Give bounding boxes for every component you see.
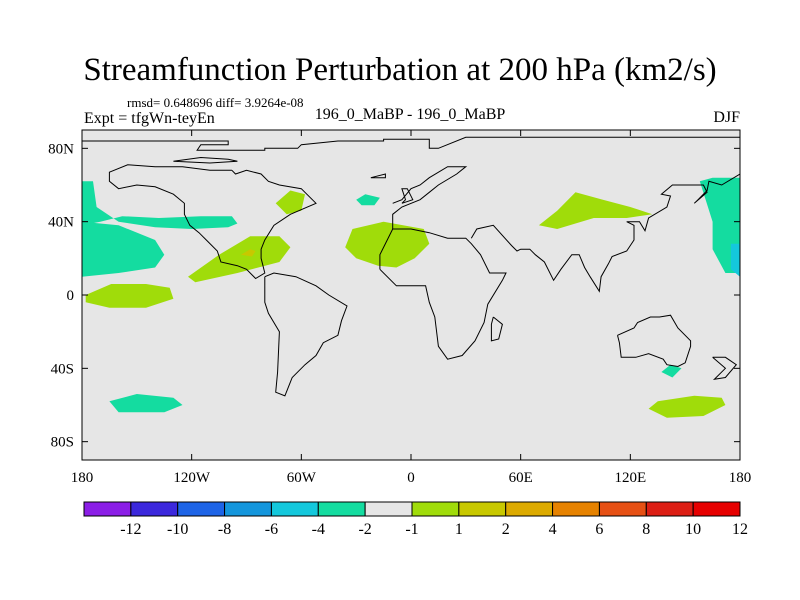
colorbar-label-7: 1: [455, 521, 463, 538]
x-tick-label-1: 120W: [173, 470, 211, 486]
coastline-0: [82, 136, 740, 151]
coastline-5: [470, 173, 740, 293]
colorbar-swatch-7: [411, 501, 460, 517]
colorbar-swatch-5: [317, 501, 366, 517]
colorbar-swatch-13: [692, 501, 741, 517]
colorbar-swatch-1: [130, 501, 179, 517]
colorbar-swatch-10: [552, 501, 600, 517]
colorbar-label-2: -8: [218, 521, 231, 538]
y-tick-label-3: 40S: [51, 361, 74, 377]
contour-region-pacific-north-subtropics-neg: [82, 181, 238, 229]
experiment-label: Expt = tfgWn-teyEn: [84, 110, 215, 127]
colorbar-label-5: -2: [358, 521, 371, 538]
colorbar-label-11: 8: [642, 521, 650, 538]
coastlines: [82, 136, 740, 397]
colorbar: -12 -10 -8 -6 -4 -2 -1 1 2 4 6 8 10 12: [83, 501, 748, 538]
contour-region-north-america-pos: [188, 236, 291, 283]
colorbar-swatch-0: [83, 501, 132, 517]
colorbar-label-8: 2: [502, 521, 510, 538]
colorbar-label-3: -6: [265, 521, 278, 538]
coastline-6: [617, 314, 692, 368]
colorbar-swatch-6: [364, 501, 413, 517]
contour-region-pacific-nw-neg-core: [730, 243, 740, 277]
x-tick-label-4: 60E: [509, 470, 533, 486]
contour-region-indian-south-neg: [109, 394, 183, 413]
coastline-7: [401, 188, 414, 204]
coastline-1: [108, 164, 317, 280]
contour-region-atlantic-small-neg: [356, 194, 380, 206]
x-tick-label-6: 180: [729, 470, 752, 486]
contour-region-asia-pos: [538, 192, 653, 229]
colorbar-label-6: -1: [405, 521, 418, 538]
colorbar-swatch-9: [505, 501, 554, 517]
map-background: [82, 130, 740, 460]
contour-region-pacific-nw-neg: [699, 177, 740, 273]
chart-title: Streamfunction Perturbation at 200 hPa (…: [83, 52, 717, 88]
colorbar-label-13: 12: [732, 521, 748, 538]
colorbar-label-0: -12: [120, 521, 141, 538]
x-tick-label-5: 120E: [614, 470, 646, 486]
coastline-3: [392, 166, 468, 229]
coastline-2: [264, 272, 348, 397]
contour-region-south-pacific-small-neg: [661, 364, 682, 378]
contour-region-eastern-pacific-neg: [85, 284, 174, 308]
case-label: 196_0_MaBP - 196_0_MaBP: [314, 106, 506, 123]
colorbar-label-4: -4: [312, 521, 325, 538]
y-tick-label-1: 40N: [48, 215, 74, 231]
season-label: DJF: [713, 109, 740, 126]
colorbar-swatch-3: [224, 501, 272, 517]
contour-region-south-pacific-neg: [648, 395, 726, 418]
colorbar-swatch-8: [458, 501, 507, 517]
colorbar-swatch-12: [645, 501, 694, 517]
colorbar-swatch-2: [177, 501, 226, 517]
contour-region-saharan-pos: [345, 221, 430, 268]
stats-text: rmsd= 0.648696 diff= 3.9264e-08: [127, 95, 304, 110]
x-tick-label-3: 0: [407, 470, 415, 486]
x-tick-label-0: 180: [71, 470, 94, 486]
coastline-4: [379, 228, 507, 360]
contour-region-atlantic-north-pos: [275, 190, 305, 215]
contour-regions: [82, 177, 740, 418]
colorbar-label-1: -10: [167, 521, 188, 538]
contour-region-north-america-pos-core: [241, 249, 256, 257]
coastline-9: [370, 173, 386, 179]
coastline-11: [490, 316, 503, 342]
y-tick-label-4: 80S: [51, 435, 74, 451]
colorbar-label-9: 4: [549, 521, 557, 538]
coastline-10: [712, 356, 738, 381]
colorbar-swatch-11: [598, 501, 647, 517]
coastline-8: [173, 156, 238, 164]
y-tick-label-2: 0: [67, 288, 75, 304]
x-tick-label-2: 60W: [287, 470, 317, 486]
axes: 180 120W 60W 0 60E 120E 180 80N 40N 0 40S 80S: [48, 130, 751, 486]
contour-region-pacific-equator-neg: [82, 221, 165, 277]
colorbar-label-10: 6: [595, 521, 603, 538]
colorbar-label-12: 10: [685, 521, 701, 538]
y-tick-label-0: 80N: [48, 141, 74, 157]
colorbar-swatch-4: [270, 501, 319, 517]
